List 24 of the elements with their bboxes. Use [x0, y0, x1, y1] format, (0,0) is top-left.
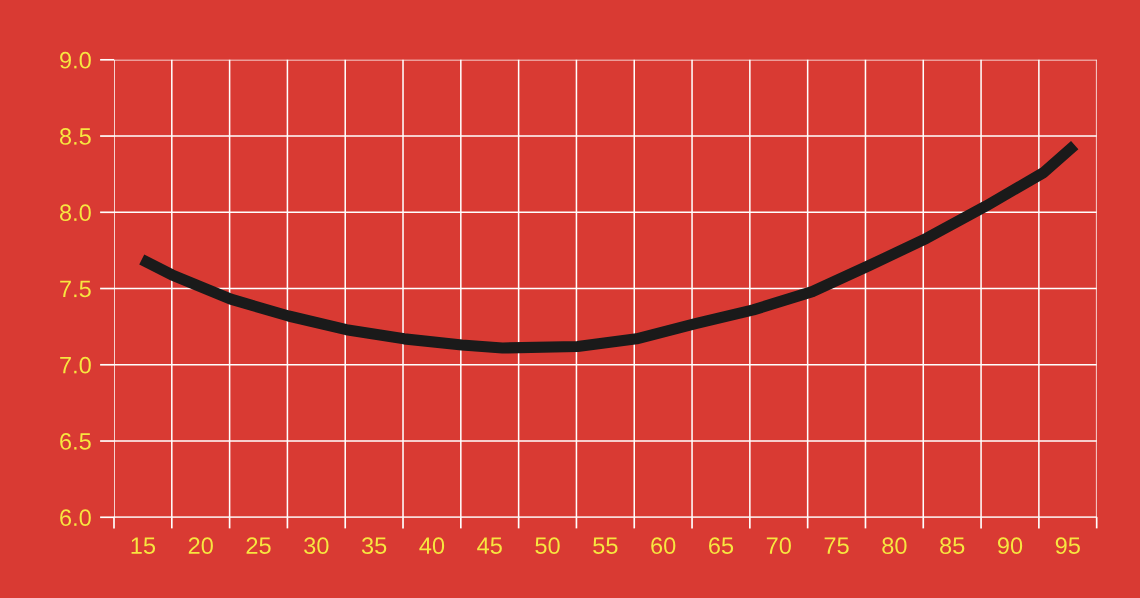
x-tick-label: 55 — [593, 537, 618, 555]
x-tick-label: 50 — [535, 537, 560, 555]
x-tick-label: 80 — [882, 537, 907, 555]
y-tick-label: 8.0 — [59, 204, 91, 222]
x-tick-label: 75 — [824, 537, 849, 555]
y-tick-label: 7.5 — [60, 280, 91, 298]
x-tick-label: 15 — [131, 537, 156, 555]
x-tick-label: 25 — [246, 537, 271, 555]
x-tick-label: 45 — [477, 537, 502, 555]
x-tick-label: 20 — [188, 537, 213, 555]
x-tick-label: 70 — [766, 537, 791, 555]
y-tick-label: 8.5 — [59, 128, 91, 145]
y-tick-label: 7.0 — [60, 356, 91, 374]
x-tick-label: 40 — [419, 537, 445, 555]
x-tick-label: 90 — [997, 537, 1023, 555]
x-tick-label: 85 — [940, 537, 965, 555]
x-tick-label: 95 — [1055, 537, 1080, 555]
y-tick-label: 9.0 — [60, 51, 91, 69]
x-tick-label: 60 — [651, 537, 676, 555]
y-tick-label: 6.0 — [60, 509, 91, 527]
y-tick-label: 6.5 — [60, 433, 91, 450]
x-tick-label: 35 — [361, 537, 387, 555]
x-tick-label: 30 — [304, 537, 329, 555]
x-tick-label: 65 — [709, 537, 734, 555]
